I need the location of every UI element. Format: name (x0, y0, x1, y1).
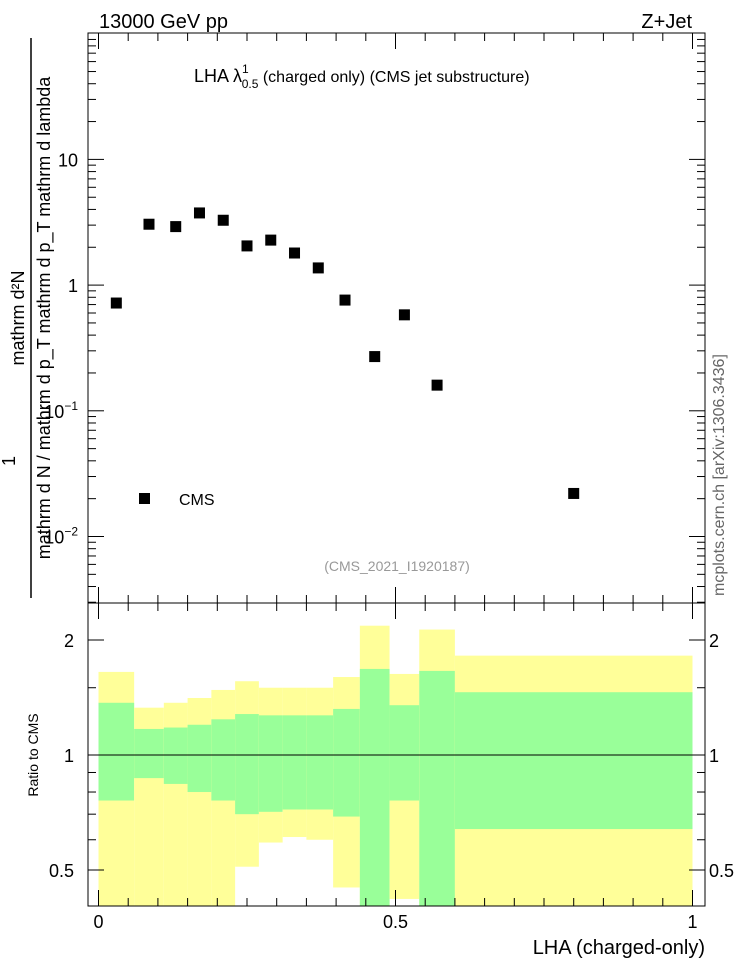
ratio-y-tick-label-right: 1 (709, 746, 719, 766)
band-inner (211, 719, 236, 801)
data-point (110, 297, 122, 309)
top-y-tick-label: 10−2 (44, 525, 78, 548)
y-label-denominator: mathrm d N / mathrm d p_T mathrm d p_T m… (34, 76, 55, 559)
band-inner (163, 727, 188, 784)
data-point (241, 240, 253, 252)
top-panel-frame (87, 32, 706, 604)
ratio-y-tick-label-right: 0.5 (709, 861, 734, 881)
band-inner (258, 715, 283, 812)
top-y-ticks (88, 38, 705, 603)
y-label-numerator: mathrm d²N (8, 270, 28, 365)
top-y-tick-labels: 10 1 10−1 10−2 (44, 150, 78, 547)
top-x-ticks (98, 33, 693, 603)
ratio-y-label: Ratio to CMS (25, 713, 41, 796)
band-inner (235, 714, 259, 815)
band-inner (419, 670, 455, 906)
data-point (143, 218, 155, 230)
band-inner (389, 705, 420, 801)
x-tick-label: 1 (687, 912, 697, 932)
band-inner (134, 728, 164, 779)
plot-title: LHA λ1 0.5 (charged only) (CMS jet substr… (194, 62, 530, 91)
analysis-watermark: (CMS_2021_I1920187) (324, 558, 470, 574)
ratio-y-tick-label: 0.5 (49, 861, 74, 881)
band-inner (333, 708, 360, 817)
data-point (265, 234, 277, 246)
y-label-prefactor: 1 (0, 456, 19, 466)
top-y-tick-label: 10 (58, 150, 78, 170)
data-point (312, 262, 324, 274)
title-main: LHA λ (194, 66, 242, 86)
top-y-tick-label: 10−1 (44, 399, 78, 422)
legend-marker (139, 493, 150, 504)
data-point (339, 294, 351, 306)
band-inner (282, 715, 307, 810)
title-rest: (charged only) (CMS jet substructure) (258, 69, 529, 86)
band-inner (359, 668, 390, 906)
top-y-tick-label: 1 (68, 276, 78, 296)
title-sup: 1 (242, 62, 249, 76)
data-point (431, 379, 443, 391)
data-point (217, 214, 229, 226)
ratio-y-tick-label: 2 (64, 631, 74, 651)
x-tick-label: 0.5 (383, 912, 408, 932)
data-point (289, 247, 301, 259)
band-inner (187, 724, 212, 793)
x-tick-label: 0 (93, 912, 103, 932)
data-point (170, 221, 182, 233)
data-point (398, 309, 410, 321)
ratio-y-tick-label-right: 2 (709, 631, 719, 651)
legend-label: CMS (179, 492, 215, 509)
x-axis-label: LHA (charged-only) (533, 937, 705, 959)
data-markers (110, 207, 580, 499)
bottom-tick-labels: 2 2 1 1 0.5 0.5 0 0.5 1 (49, 631, 734, 932)
process-label: Z+Jet (641, 11, 692, 33)
data-point (369, 351, 381, 363)
bottom-ticks (88, 603, 705, 906)
band-inner (306, 715, 334, 810)
band-inner (454, 692, 693, 830)
data-point (193, 207, 205, 219)
top-y-axis-label: mathrm d²N mathrm d N / mathrm d p_T mat… (8, 38, 55, 598)
source-label: mcplots.cern.ch [arXiv:1306.3436] (711, 354, 728, 596)
data-point (568, 487, 580, 499)
energy-label: 13000 GeV pp (99, 11, 228, 33)
band-inner (98, 702, 135, 801)
title-sub: 0.5 (242, 77, 259, 91)
ratio-bands (98, 625, 693, 906)
ratio-y-tick-label: 1 (64, 746, 74, 766)
